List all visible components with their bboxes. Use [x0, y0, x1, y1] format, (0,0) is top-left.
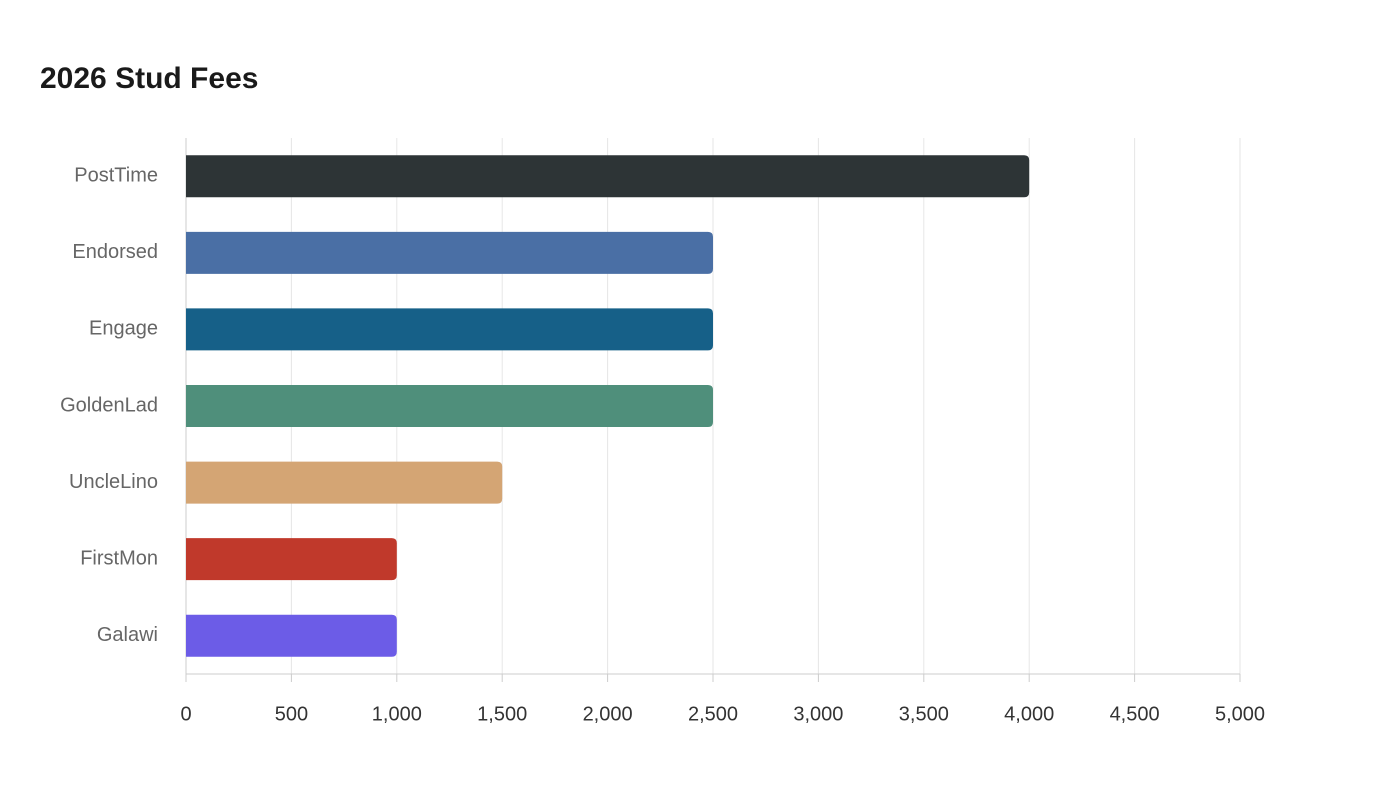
chart-title: 2026 Stud Fees: [40, 62, 258, 95]
x-tick-label: 3,500: [899, 703, 949, 725]
y-tick-label: PostTime: [74, 165, 158, 187]
x-tick-label: 4,000: [1004, 703, 1054, 725]
x-tick-label: 2,000: [583, 703, 633, 725]
y-tick-label: Galawi: [97, 624, 158, 646]
x-tick-label: 1,000: [372, 703, 422, 725]
y-tick-label: UncleLino: [69, 471, 158, 493]
x-tick-label: 0: [180, 703, 191, 725]
y-tick-label: Endorsed: [72, 241, 158, 263]
x-tick-label: 4,500: [1110, 703, 1160, 725]
bar: [186, 231, 713, 274]
x-tick-label: 3,000: [793, 703, 843, 725]
x-tick-label: 1,500: [477, 703, 527, 725]
bar: [186, 614, 397, 657]
y-tick-label: GoldenLad: [60, 394, 158, 416]
bar: [186, 538, 397, 581]
y-tick-label: Engage: [89, 318, 158, 340]
bar: [186, 155, 1030, 198]
bar: [186, 308, 713, 351]
x-tick-label: 5,000: [1215, 703, 1265, 725]
bar: [186, 385, 713, 427]
x-tick-label: 500: [275, 703, 308, 725]
bar: [186, 461, 503, 504]
y-tick-label: FirstMon: [80, 547, 158, 569]
x-tick-label: 2,500: [688, 703, 738, 725]
